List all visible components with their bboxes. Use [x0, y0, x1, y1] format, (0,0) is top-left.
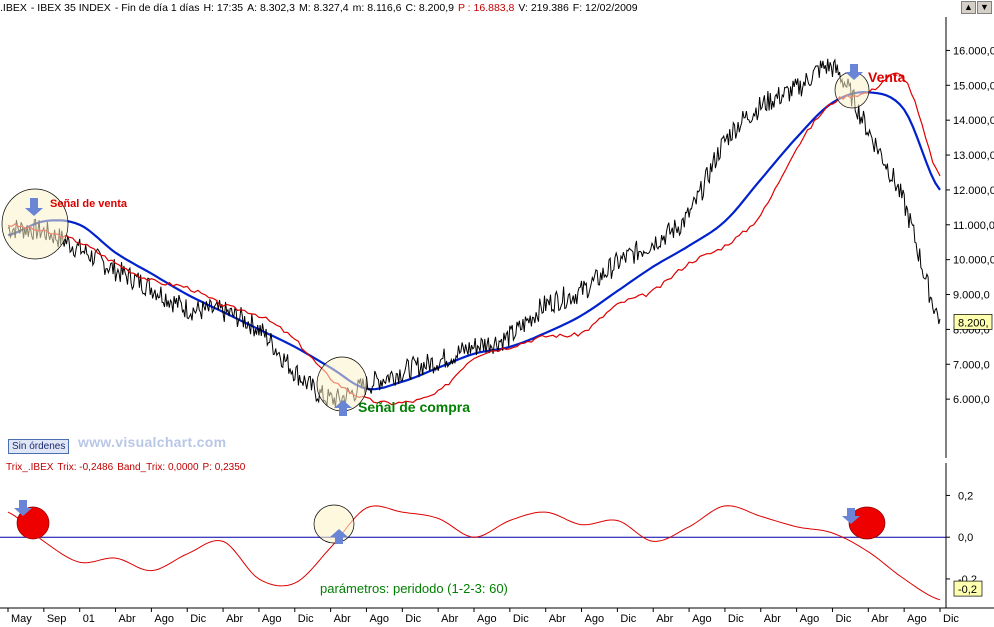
- header-time: H: 17:35: [203, 2, 244, 14]
- sell-arrow-icon: [25, 198, 43, 216]
- time-tick-label: 01: [83, 613, 95, 625]
- current-price-label: 8.200,: [958, 317, 989, 329]
- header-open: A: 8.302,3: [247, 2, 296, 14]
- header-symbol: .IBEX: [0, 2, 27, 14]
- price-tick-label: 16.000,0: [953, 45, 994, 57]
- time-tick-label: Ago: [800, 613, 820, 625]
- sell-right-label: Venta: [868, 69, 906, 85]
- time-tick-label: Dic: [298, 613, 314, 625]
- price-tick-label: 12.000,0: [953, 185, 994, 197]
- time-tick-label: Dic: [513, 613, 529, 625]
- price-tick-label: 6.000,0: [953, 394, 990, 406]
- header-low: m: 8.116,6: [352, 2, 402, 14]
- header-volume: V: 219.386: [518, 2, 569, 14]
- indicator-band: Band_Trix: 0,0000: [117, 462, 199, 473]
- trix-line: [7, 505, 941, 601]
- time-tick-label: Ago: [585, 613, 605, 625]
- trix-tick-label: 0,2: [958, 490, 973, 502]
- time-tick-label: Abr: [226, 613, 243, 625]
- time-tick-label: Ago: [369, 613, 389, 625]
- price-series-group: [7, 58, 941, 408]
- scroll-down-button[interactable]: ▼: [977, 1, 992, 14]
- header-high: M: 8.327,4: [299, 2, 349, 14]
- indicator-name: Trix_.IBEX: [6, 462, 54, 473]
- price-tick-label: 14.000,0: [953, 115, 994, 127]
- time-tick-label: Abr: [549, 613, 566, 625]
- trix-tick-label: 0,0: [958, 532, 973, 544]
- trix-sell-arrow-icon: [14, 500, 32, 516]
- header-date: F: 12/02/2009: [572, 2, 638, 14]
- time-tick-label: Abr: [334, 613, 351, 625]
- time-tick-label: Ago: [907, 613, 927, 625]
- indicator-trix: Trix: -0,2486: [57, 462, 114, 473]
- time-tick-label: May: [11, 613, 32, 625]
- price-tick-label: 10.000,0: [953, 255, 994, 267]
- time-tick-label: Abr: [441, 613, 458, 625]
- indicator-header: Trix_.IBEX Trix: -0,2486 Band_Trix: 0,0000…: [6, 462, 249, 474]
- scroll-buttons: ▲ ▼: [961, 1, 992, 14]
- sin-ordenes-button[interactable]: Sin órdenes: [8, 439, 70, 454]
- price-line: [7, 58, 941, 408]
- trix-sell-right-arrow-icon: [842, 508, 860, 524]
- time-tick-label: Dic: [620, 613, 636, 625]
- slow-ma-line: [7, 90, 941, 391]
- trix-sell-dot: [16, 506, 50, 540]
- time-tick-label: Abr: [764, 613, 781, 625]
- time-tick-label: Dic: [943, 613, 959, 625]
- sell-signal-circle: [1, 188, 69, 260]
- trix-buy-circle: [313, 504, 355, 544]
- time-tick-label: Ago: [692, 613, 712, 625]
- watermark: www.visualchart.com: [78, 434, 227, 450]
- time-tick-label: Ago: [477, 613, 497, 625]
- sell-signal-label: Señal de venta: [50, 198, 128, 210]
- header-name: - IBEX 35 INDEX: [30, 2, 111, 14]
- time-tick-label: Sep: [47, 613, 67, 625]
- time-tick-label: Dic: [728, 613, 744, 625]
- trix-buy-arrow-icon: [330, 529, 348, 544]
- indicator-p: P: 0,2350: [202, 462, 246, 473]
- time-tick-label: Abr: [656, 613, 673, 625]
- price-tick-label: 15.000,0: [953, 80, 994, 92]
- price-tick-label: 7.000,0: [953, 359, 990, 371]
- scroll-up-button[interactable]: ▲: [961, 1, 976, 14]
- current-trix-label: -0,2: [958, 584, 977, 596]
- buy-signal-label: Señal de compra: [358, 399, 470, 415]
- time-tick-label: Dic: [190, 613, 206, 625]
- time-tick-label: Dic: [835, 613, 851, 625]
- header-points: P : 16.883,8: [457, 2, 515, 14]
- time-tick-label: Ago: [154, 613, 174, 625]
- chart-header: .IBEX - IBEX 35 INDEX - Fin de día 1 días H…: [0, 0, 946, 16]
- price-tick-label: 13.000,0: [953, 150, 994, 162]
- header-period: - Fin de día 1 días: [114, 2, 200, 14]
- sell-right-arrow-icon: [845, 64, 863, 80]
- time-tick-label: Ago: [262, 613, 282, 625]
- trix-params-label: parámetros: peridodo (1-2-3: 60): [320, 581, 508, 596]
- price-tick-label: 9.000,0: [953, 290, 990, 302]
- buy-arrow-icon: [334, 400, 352, 416]
- current-trix-flag: [953, 580, 983, 597]
- time-tick-label: Dic: [405, 613, 421, 625]
- fast-ma-line: [7, 72, 941, 406]
- price-tick-label: 11.000,0: [953, 220, 994, 232]
- header-close: C: 8.200,9: [405, 2, 454, 14]
- time-tick-label: Abr: [119, 613, 136, 625]
- current-price-flag: [953, 314, 993, 330]
- trix-sell-right-dot: [848, 506, 886, 540]
- time-tick-label: Abr: [871, 613, 888, 625]
